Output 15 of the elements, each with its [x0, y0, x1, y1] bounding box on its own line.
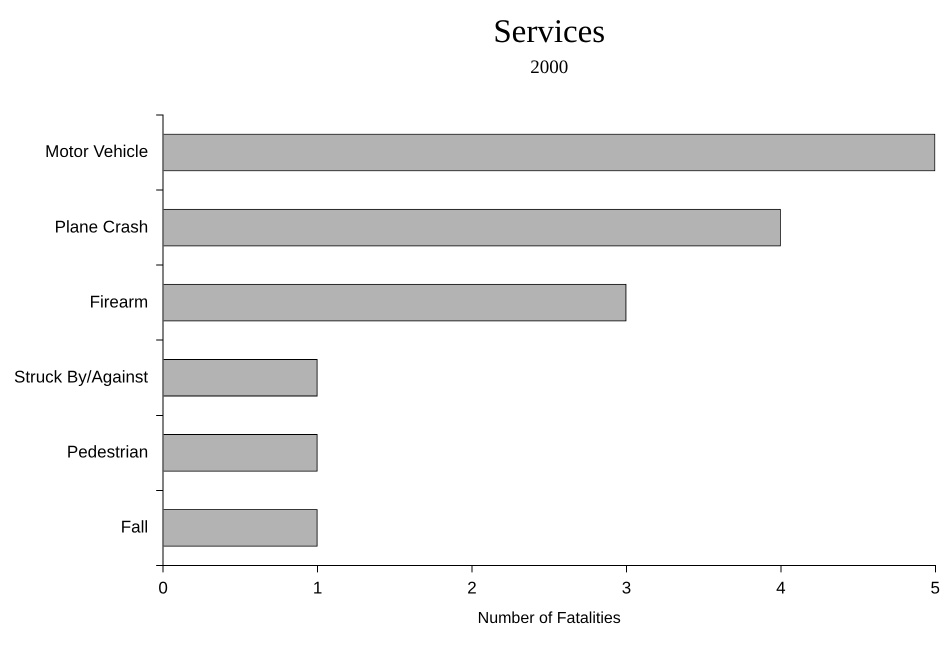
x-tick-label: 5	[930, 578, 940, 598]
x-tick-label: 0	[158, 578, 168, 598]
y-tick-label: Motor Vehicle	[45, 142, 148, 162]
x-tick-label: 2	[467, 578, 477, 598]
y-tick-label: Pedestrian	[66, 442, 148, 462]
x-axis-title: Number of Fatalities	[478, 610, 621, 627]
x-tick-label: 3	[622, 578, 632, 598]
y-tick-label: Plane Crash	[54, 217, 148, 236]
y-tick-label: Fall	[120, 518, 148, 537]
chart-title: Services	[493, 14, 606, 50]
y-tick-label: Struck By/Against	[14, 367, 148, 386]
x-tick-label: 4	[776, 578, 786, 598]
x-tick-label: 1	[312, 578, 322, 598]
y-tick-label: Firearm	[90, 292, 148, 312]
chart-subtitle: 2000	[530, 57, 568, 78]
